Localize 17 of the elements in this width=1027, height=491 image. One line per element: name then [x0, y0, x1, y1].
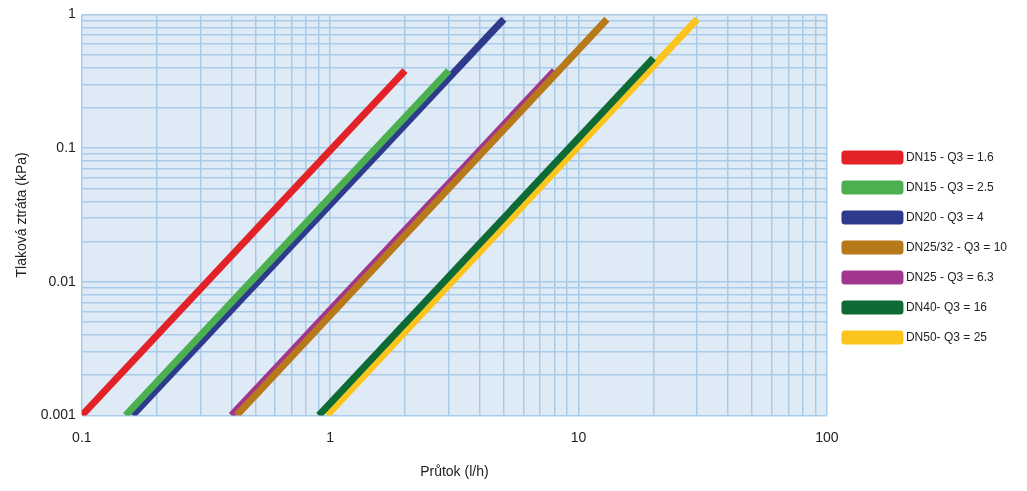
x-tick-label: 10 — [570, 428, 587, 445]
y-tick-label: 0.01 — [48, 272, 77, 289]
legend-label: DN25/32 - Q3 = 10 — [905, 239, 1008, 254]
x-tick-label: 1 — [326, 428, 335, 445]
legend-label: DN15 - Q3 = 2.5 — [905, 179, 994, 194]
y-tick-label: 0.001 — [40, 406, 77, 423]
legend-label: DN50- Q3 = 25 — [905, 329, 988, 344]
y-axis-title: Tlaková ztráta (kPa) — [13, 152, 30, 278]
x-tick-label: 0.1 — [72, 428, 92, 445]
y-tick-label: 0.1 — [56, 138, 77, 155]
x-axis-title: Průtok (l/h) — [420, 463, 489, 480]
legend-label: DN20 - Q3 = 4 — [905, 209, 984, 224]
y-tick-label: 1 — [68, 5, 77, 22]
legend-label: DN25 - Q3 = 6.3 — [905, 269, 994, 284]
x-tick-label: 100 — [815, 428, 839, 445]
legend-label: DN15 - Q3 = 1.6 — [905, 149, 994, 164]
legend-label: DN40- Q3 = 16 — [905, 299, 988, 314]
